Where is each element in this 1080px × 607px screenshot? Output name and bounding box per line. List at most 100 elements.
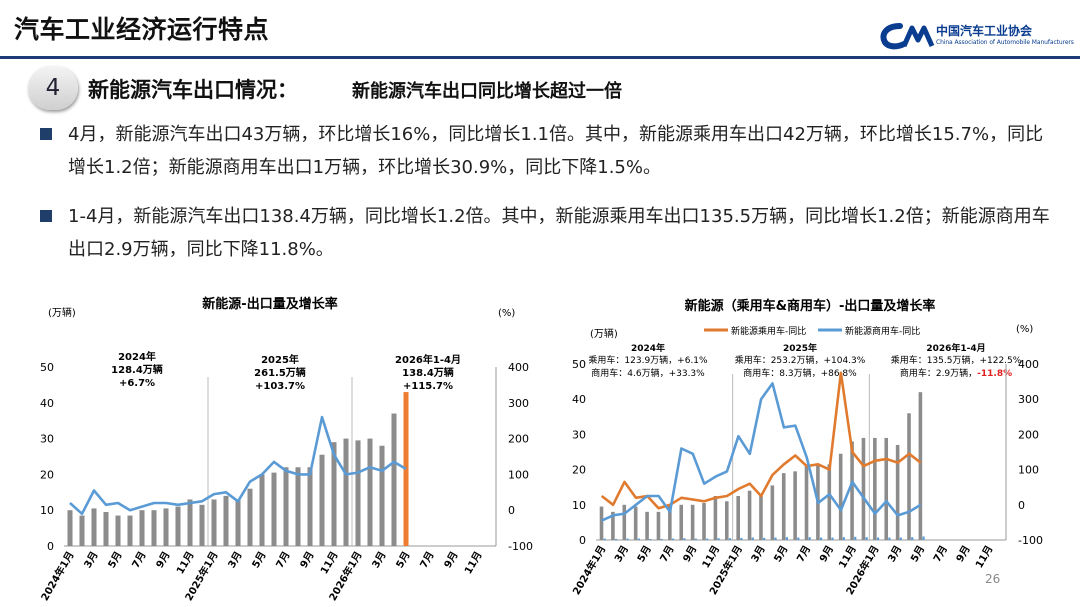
chart2-bar xyxy=(899,537,902,540)
chart2-bar xyxy=(918,392,923,540)
chart2-xtick: 11月 xyxy=(700,544,722,571)
chart2-bar xyxy=(922,536,925,540)
chart2-ytick-right: 300 xyxy=(1018,393,1039,406)
chart1-bar xyxy=(331,442,337,546)
chart2-bar xyxy=(690,504,695,540)
chart1-bar xyxy=(163,508,169,546)
chart2-bar xyxy=(683,538,686,540)
chart2-bar xyxy=(850,441,854,540)
chart2-xtick: 9月 xyxy=(681,544,700,565)
chart1-ytick-left: 50 xyxy=(40,361,54,374)
chart1-bar xyxy=(127,515,133,546)
legend-item-commercial: 新能源商用车-同比 xyxy=(845,325,920,337)
chart1-annot-2024-growth: +6.7% xyxy=(119,378,155,389)
chart2-bar xyxy=(671,538,675,540)
chart2-annot-2026-passenger: 乘用车：135.5万辆，+122.5% xyxy=(891,354,1022,366)
chart2-bar xyxy=(808,537,811,540)
chart1-xtick: 3月 xyxy=(370,550,389,571)
chart1-ytick-right: 400 xyxy=(508,361,529,374)
chart1-bar xyxy=(151,510,157,546)
chart1-bar xyxy=(199,504,205,546)
chart2-bar xyxy=(759,496,763,540)
chart2-bar xyxy=(842,537,845,540)
chart1-annot-2025-growth: +103.7% xyxy=(255,381,305,392)
chart1-bar xyxy=(175,506,181,546)
chart2-annot-2025-passenger: 乘用车：253.2万辆，+104.3% xyxy=(735,354,866,366)
chart2-ylabel-left: (万辆) xyxy=(590,327,618,340)
paragraph-text: 1-4月，新能源汽车出口138.4万辆，同比增长1.2倍。其中，新能源乘用车出口… xyxy=(68,206,1050,260)
chart1-xtick: 3月 xyxy=(82,550,101,571)
chart1-xtick: 2024年1月 xyxy=(38,549,77,603)
chart2-bar xyxy=(656,511,661,540)
chart2-bar xyxy=(895,444,900,540)
chart2-bar xyxy=(736,496,740,540)
chart1-bar xyxy=(307,467,313,546)
chart2-bar xyxy=(637,538,640,540)
chart1-xtick: 11月 xyxy=(318,550,340,577)
chart1-xtick: 11月 xyxy=(462,550,484,577)
chart2-bar xyxy=(763,537,766,540)
chart2-bar xyxy=(740,537,743,540)
logo-subtext: China Association of Automobile Manufact… xyxy=(936,39,1074,46)
chart2-annot-2024-commercial: 商用车：4.6万辆，+33.3% xyxy=(591,367,705,379)
chart2-ytick-right: 100 xyxy=(1018,464,1039,477)
chart2-bar xyxy=(827,464,832,540)
chart2-annot-2026-commercial-prefix: 商用车：2.9万辆， xyxy=(900,367,977,379)
chart2-bar xyxy=(713,496,718,540)
chart2-bar xyxy=(876,537,880,540)
chart1-annot-2025-period: 2025年 xyxy=(261,353,299,366)
chart1-annot-2026-volume: 138.4万辆 xyxy=(402,366,454,379)
chart2-bar xyxy=(622,504,627,540)
chart2-bar xyxy=(679,504,684,540)
chart2-bar xyxy=(747,490,752,540)
chart2-xtick: 7月 xyxy=(658,544,677,565)
square-bullet-icon xyxy=(40,128,52,140)
chart2-xtick: 11月 xyxy=(973,544,995,571)
chart1-bar xyxy=(115,515,121,546)
chart1-xtick: 11月 xyxy=(174,550,196,577)
chart2-annot-2024-period: 2024年 xyxy=(631,342,665,354)
chart2-xtick: 3月 xyxy=(612,544,631,565)
section-number-badge: 4 xyxy=(28,66,78,110)
chart1-annot-2024-period: 2024年 xyxy=(118,350,156,363)
paragraph-april: 4月，新能源汽车出口43万辆，环比增长16%，同比增长1.1倍。其中，新能源乘用… xyxy=(40,118,1060,184)
chart2-xtick: 2024年1月 xyxy=(570,543,609,597)
chart2-bar xyxy=(785,537,789,540)
chart2-bar xyxy=(702,503,706,540)
chart1-ytick-left: 10 xyxy=(40,504,54,517)
chart2-bar xyxy=(660,538,663,540)
chart1-ytick-left: 20 xyxy=(40,468,54,481)
chart2-bar xyxy=(611,511,615,540)
page-title: 汽车工业经济运行特点 xyxy=(14,15,270,44)
chart1-annot-2026-period: 2026年1-4月 xyxy=(395,353,461,366)
chart2-bar xyxy=(615,538,618,540)
chart2-bar xyxy=(728,538,732,540)
chart1-ylabel-left: (万辆) xyxy=(48,306,76,319)
chart2-xtick: 5月 xyxy=(635,544,654,565)
chart2-bar xyxy=(820,537,823,540)
chart2-bar xyxy=(626,538,629,540)
chart2-ytick-right: 0 xyxy=(1018,499,1025,512)
chart2-bar xyxy=(831,537,834,540)
chart1-bar xyxy=(259,474,265,546)
chart1-ylabel-right: (%) xyxy=(498,308,515,319)
chart2-bar xyxy=(838,453,843,540)
chart1-xtick: 7月 xyxy=(130,550,149,571)
chart1-ytick-right: 200 xyxy=(508,433,529,446)
chart2-bar xyxy=(633,506,638,540)
legend-item-passenger: 新能源乘用车-同比 xyxy=(731,325,806,337)
chart1-ytick-left: 30 xyxy=(40,433,54,446)
section-title: 新能源汽车出口情况： xyxy=(88,78,298,102)
header-divider xyxy=(0,56,1080,59)
chart1-ytick-left: 40 xyxy=(40,397,54,410)
chart2-ylabel-right: (%) xyxy=(1016,324,1033,335)
chart2-xtick: 7月 xyxy=(931,544,950,565)
chart1-bar xyxy=(355,440,361,546)
chart2-ytick-left: 20 xyxy=(572,464,586,477)
chart1-bar xyxy=(367,438,373,546)
chart1-xtick: 9月 xyxy=(298,550,317,571)
chart1-ytick-right: -100 xyxy=(508,540,533,553)
